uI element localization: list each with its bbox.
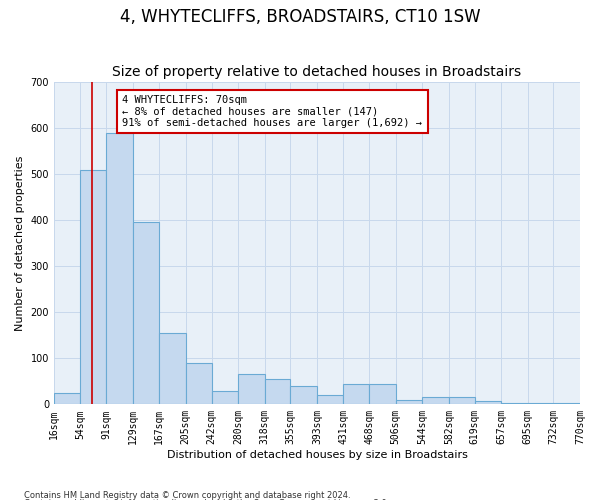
Bar [449, 398, 475, 404]
Bar [475, 400, 501, 404]
Bar [133, 222, 159, 404]
Bar [80, 170, 106, 404]
Text: 4, WHYTECLIFFS, BROADSTAIRS, CT10 1SW: 4, WHYTECLIFFS, BROADSTAIRS, CT10 1SW [119, 8, 481, 26]
Title: Size of property relative to detached houses in Broadstairs: Size of property relative to detached ho… [112, 66, 521, 80]
Bar [238, 374, 265, 404]
Bar [396, 400, 422, 404]
Bar [159, 333, 186, 404]
Bar [290, 386, 317, 404]
Text: Contains HM Land Registry data © Crown copyright and database right 2024.: Contains HM Land Registry data © Crown c… [24, 490, 350, 500]
Bar [212, 390, 238, 404]
Text: 4 WHYTECLIFFS: 70sqm
← 8% of detached houses are smaller (147)
91% of semi-detac: 4 WHYTECLIFFS: 70sqm ← 8% of detached ho… [122, 95, 422, 128]
Bar [343, 384, 369, 404]
Bar [54, 393, 80, 404]
Bar [527, 403, 553, 404]
Bar [106, 132, 133, 404]
Y-axis label: Number of detached properties: Number of detached properties [15, 156, 25, 331]
Bar [501, 403, 527, 404]
Bar [422, 398, 449, 404]
Bar [317, 395, 343, 404]
X-axis label: Distribution of detached houses by size in Broadstairs: Distribution of detached houses by size … [167, 450, 467, 460]
Bar [369, 384, 396, 404]
Bar [186, 363, 212, 405]
Bar [553, 403, 580, 404]
Bar [265, 379, 290, 404]
